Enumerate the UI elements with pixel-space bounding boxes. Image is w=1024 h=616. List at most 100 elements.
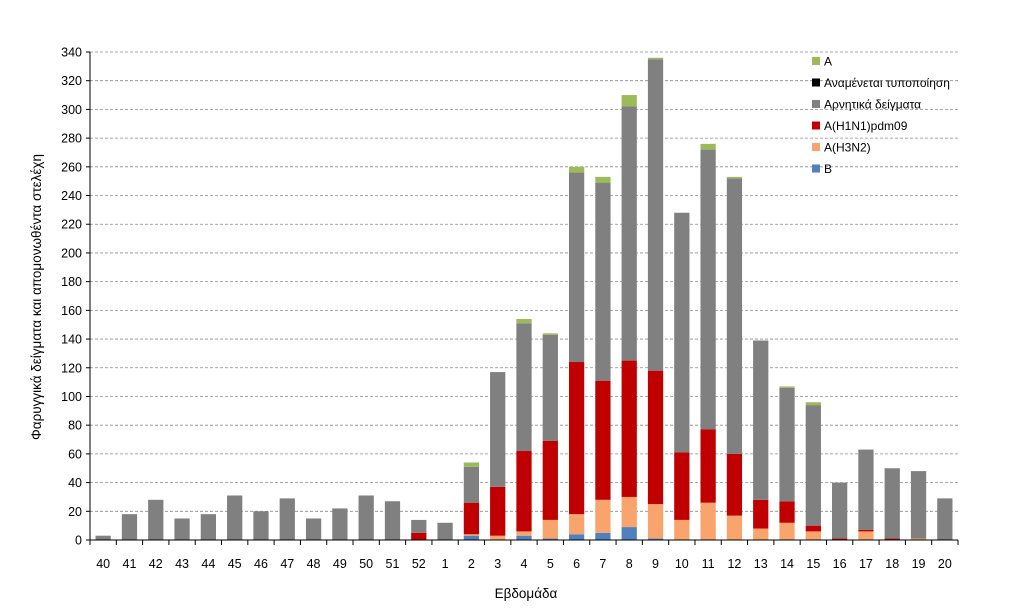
bar-segment (463, 502, 480, 535)
x-tick-label: 12 (727, 557, 741, 571)
bar-segment (884, 468, 900, 539)
legend-swatch (812, 143, 820, 151)
bar-segment (910, 538, 927, 540)
bar-segment (858, 529, 874, 532)
bar-segment (595, 499, 611, 533)
legend-label: Αναμένεται τυποποίηση (824, 76, 950, 90)
y-tick-label: 0 (75, 534, 82, 548)
x-tick-label: 8 (626, 557, 633, 571)
y-tick-label: 220 (61, 218, 82, 232)
bar-segment (121, 514, 138, 540)
legend-label: Αρνητικά δείγματα (824, 98, 921, 112)
bar-segment (595, 532, 611, 540)
bar-segment (305, 518, 322, 540)
y-tick-label: 280 (61, 132, 82, 146)
bar-segment (726, 515, 743, 540)
bar-segment (858, 531, 874, 540)
bar-segment (490, 372, 506, 487)
bar-segment (674, 452, 690, 520)
y-tick-label: 140 (61, 333, 82, 347)
x-tick-label: 6 (573, 557, 580, 571)
y-tick-label: 100 (61, 390, 82, 404)
bar-segment (700, 143, 716, 150)
y-tick-label: 240 (61, 189, 82, 203)
bar-segment (516, 318, 532, 324)
y-tick-label: 200 (61, 246, 82, 260)
bar-segment (595, 182, 611, 381)
x-tick-label: 17 (859, 557, 873, 571)
bar-segment (358, 495, 374, 540)
bar-segment (779, 501, 795, 523)
x-tick-label: 50 (359, 557, 373, 571)
x-tick-label: 20 (938, 557, 952, 571)
bar-segment (621, 496, 637, 528)
bar-segment (647, 59, 664, 371)
bar-segment (595, 380, 611, 500)
bar-segment (568, 362, 585, 515)
bar-segment (200, 514, 216, 540)
bar-segment (674, 212, 690, 453)
bar-segment (753, 499, 769, 529)
bar-segment (621, 106, 637, 361)
bar-segment (148, 499, 164, 540)
bar-segment (411, 532, 427, 540)
bar-segment (516, 323, 532, 452)
bar-segment (779, 387, 795, 502)
x-tick-label: 45 (228, 557, 242, 571)
legend-swatch (812, 100, 820, 108)
bar-segment (647, 504, 664, 539)
x-tick-label: 51 (386, 557, 400, 571)
bar-segment (463, 462, 480, 467)
x-tick-label: 15 (806, 557, 820, 571)
bar-segment (910, 471, 927, 539)
x-tick-label: 19 (912, 557, 926, 571)
bar-segment (700, 502, 716, 540)
y-tick-label: 60 (68, 447, 82, 461)
bar-segment (174, 518, 190, 540)
x-tick-label: 43 (175, 557, 189, 571)
x-tick-label: 3 (494, 557, 501, 571)
legend-label: A(H3N2) (824, 141, 871, 155)
bar-segment (621, 95, 637, 107)
bar-segment (647, 538, 664, 540)
y-tick-label: 340 (61, 46, 82, 60)
y-tick-label: 120 (61, 361, 82, 375)
x-tick-label: 1 (442, 557, 449, 571)
bar-segment (753, 528, 769, 540)
x-tick-label: 44 (201, 557, 215, 571)
bar-segment (805, 405, 821, 526)
bar-segment (542, 333, 558, 335)
legend-swatch (812, 57, 820, 65)
bar-segment (937, 498, 953, 540)
bar-segment (437, 522, 453, 540)
y-tick-label: 40 (68, 476, 82, 490)
bar-segment (674, 519, 690, 540)
x-tick-label: 11 (702, 557, 715, 571)
bar-segment (516, 535, 532, 540)
bar-segment (621, 527, 637, 540)
y-tick-label: 80 (68, 419, 82, 433)
bar-segment (463, 466, 480, 503)
y-tick-label: 20 (68, 505, 82, 519)
bar-segment (542, 538, 558, 540)
bar-segment (568, 514, 585, 535)
legend-label: A (824, 55, 832, 69)
bar-segment (568, 172, 585, 363)
bar-segment (463, 534, 480, 536)
bar-segment (779, 386, 795, 388)
x-tick-label: 48 (307, 557, 321, 571)
x-tick-label: 52 (412, 557, 426, 571)
bar-segment (726, 176, 743, 179)
bar-segment (832, 538, 848, 540)
x-tick-label: 16 (833, 557, 847, 571)
bar-segment (700, 149, 716, 430)
bar-segment (858, 449, 874, 530)
bar-segment (227, 495, 243, 540)
bar-segment (700, 429, 716, 503)
bar-segment (253, 511, 269, 540)
bar-segment (805, 525, 821, 532)
x-tick-label: 42 (149, 557, 163, 571)
legend-swatch (812, 164, 820, 173)
bars (95, 57, 953, 540)
